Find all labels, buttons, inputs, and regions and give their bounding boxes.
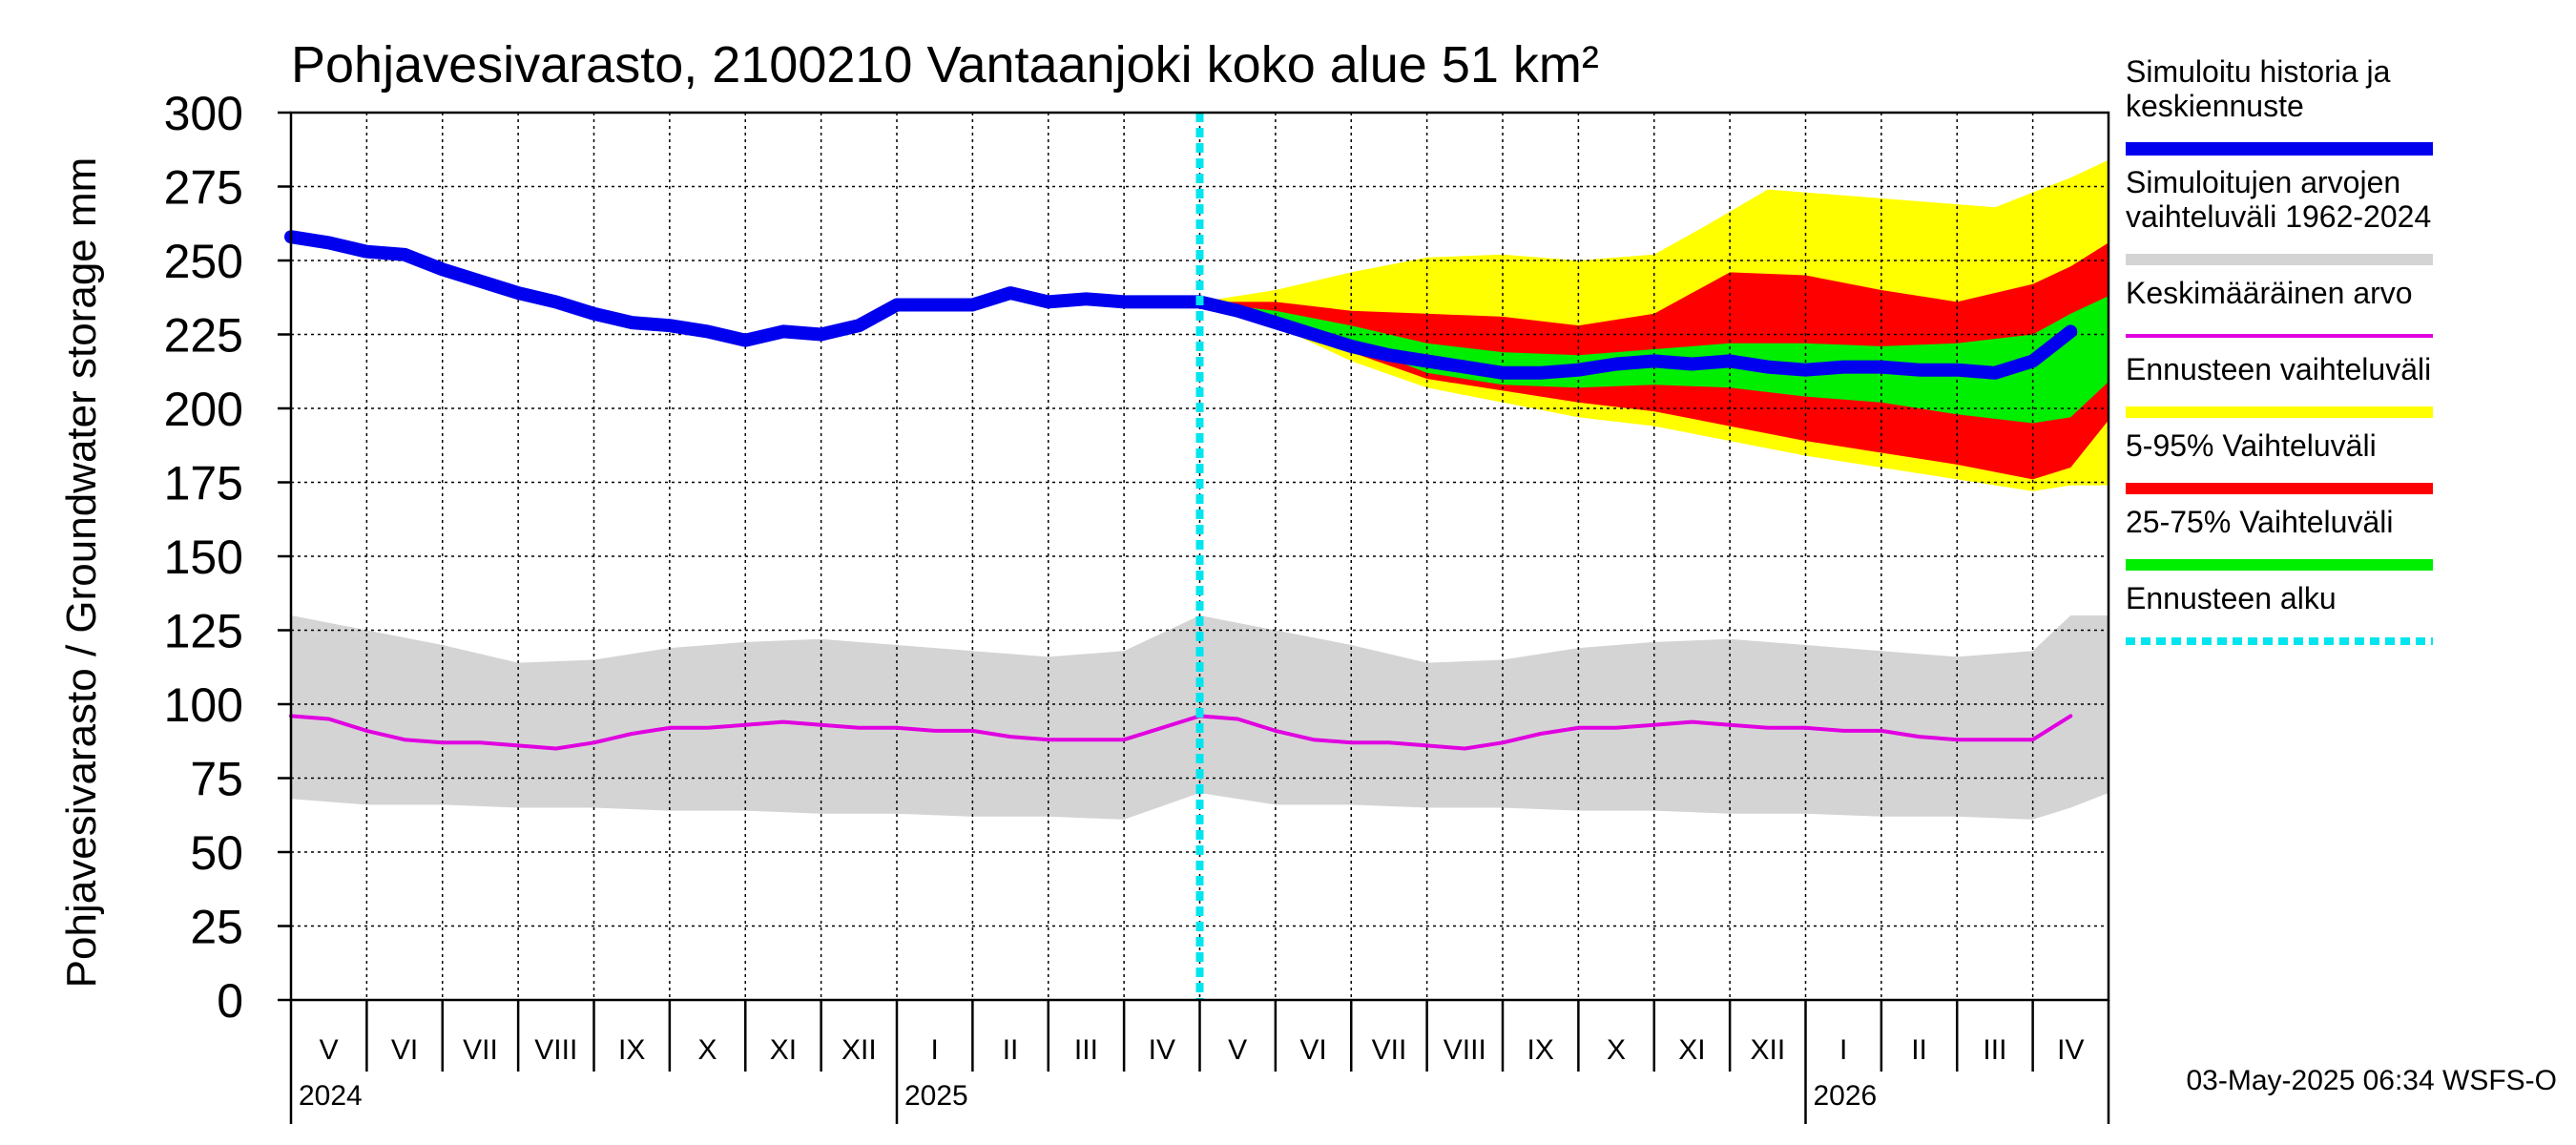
y-axis-label: Pohjavesivarasto / Groundwater storage m… [58, 157, 105, 989]
legend-label: 5-95% Vaihteluväli [2126, 428, 2377, 463]
y-tick-label: 225 [164, 309, 243, 363]
x-month-label: IV [2057, 1034, 2084, 1066]
legend-label: keskiennuste [2126, 89, 2304, 123]
x-month-label: XII [841, 1034, 877, 1066]
x-year-label: 2025 [904, 1080, 968, 1112]
x-month-label: XII [1750, 1034, 1785, 1066]
x-month-label: V [1228, 1034, 1247, 1066]
legend-label: Keskimääräinen arvo [2126, 276, 2413, 310]
x-month-label: V [320, 1034, 339, 1066]
y-tick-label: 150 [164, 531, 243, 584]
x-year-label: 2026 [1814, 1080, 1878, 1112]
x-month-label: II [1911, 1034, 1927, 1066]
x-month-label: III [1074, 1034, 1098, 1066]
x-month-label: X [698, 1034, 717, 1066]
x-year-label: 2024 [299, 1080, 363, 1112]
x-month-label: X [1607, 1034, 1626, 1066]
x-month-label: VI [1299, 1034, 1326, 1066]
y-tick-label: 100 [164, 678, 243, 732]
x-month-label: II [1003, 1034, 1019, 1066]
x-month-label: IX [1527, 1034, 1554, 1066]
series-line-keskim-r-inen-arvo [289, 714, 2073, 751]
legend-label: Ennusteen vaihteluväli [2126, 352, 2431, 386]
x-month-label: I [1839, 1034, 1847, 1066]
x-month-label: VI [391, 1034, 418, 1066]
y-tick-label: 0 [217, 974, 243, 1028]
x-month-label: XI [770, 1034, 797, 1066]
chart-title: Pohjavesivarasto, 2100210 Vantaanjoki ko… [291, 36, 1599, 94]
x-month-label: XI [1678, 1034, 1705, 1066]
y-tick-label: 75 [190, 753, 243, 806]
x-month-label: VII [1372, 1034, 1407, 1066]
series-line-simuloitu-historia-ja-keskiennuste [284, 230, 2078, 380]
y-tick-label: 50 [190, 826, 243, 880]
y-tick-label: 300 [164, 87, 243, 140]
y-tick-label: 125 [164, 605, 243, 658]
x-month-label: VII [463, 1034, 498, 1066]
x-month-label: III [1983, 1034, 2006, 1066]
y-tick-label: 175 [164, 457, 243, 510]
x-month-label: IX [618, 1034, 645, 1066]
x-month-label: I [931, 1034, 939, 1066]
x-month-label: IV [1149, 1034, 1175, 1066]
legend-label: vaihteluväli 1962-2024 [2126, 199, 2431, 234]
line-layer [284, 113, 2078, 1000]
x-month-label: VIII [1444, 1034, 1486, 1066]
y-tick-label: 25 [190, 901, 243, 954]
legend-label: Simuloitujen arvojen [2126, 165, 2400, 199]
legend-label: Ennusteen alku [2126, 581, 2337, 615]
timestamp: 03-May-2025 06:34 WSFS-O [2187, 1065, 2558, 1096]
y-tick-label: 275 [164, 161, 243, 215]
y-tick-label: 250 [164, 235, 243, 288]
y-tick-label: 200 [164, 383, 243, 436]
x-month-label: VIII [534, 1034, 577, 1066]
legend-label: 25-75% Vaihteluväli [2126, 505, 2393, 539]
legend-label: Simuloitu historia ja [2126, 54, 2391, 89]
